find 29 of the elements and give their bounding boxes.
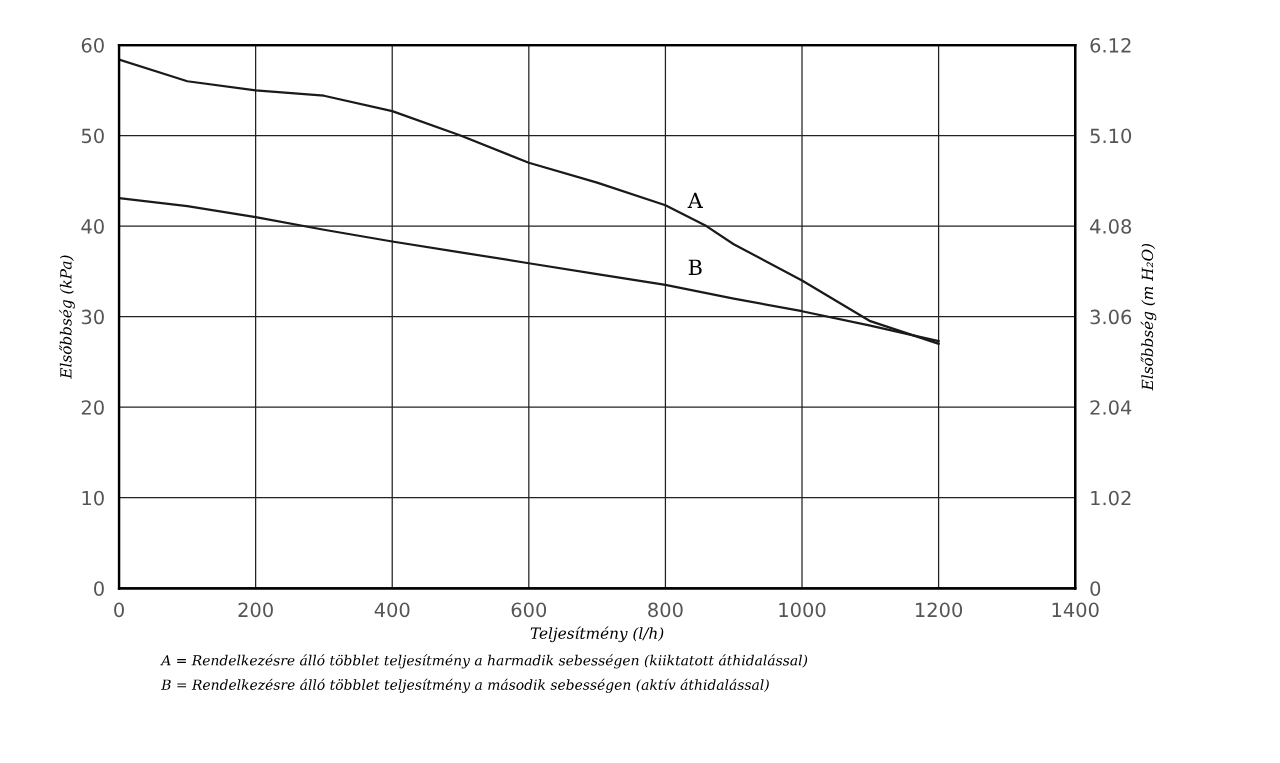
x-tick-label: 0 [114, 602, 124, 618]
y-tick-label: 10 [82, 490, 104, 506]
y2-tick-label: 1.02 [1091, 490, 1131, 506]
y-tick-label: 0 [94, 581, 104, 596]
text: B = Rendelkezésre álló többlet teljesítmény a második sebességen (aktív áthidalással) [161, 678, 769, 693]
x-tick-label: 800 [648, 602, 683, 618]
y2-tick-label: 3.06 [1090, 309, 1132, 325]
y-tick-label: 50 [81, 128, 104, 144]
y-tick-label: 30 [81, 309, 104, 325]
x-tick-label: 600 [511, 602, 547, 618]
x-tick-label: 1400 [1052, 602, 1099, 618]
y2-tick-label: 5.10 [1090, 128, 1132, 144]
y2-tick-label: 6.12 [1090, 37, 1131, 53]
x-tick-label: 200 [238, 602, 273, 618]
y-tick-label: 20 [81, 400, 104, 415]
y2-tick-label: 0 [1090, 581, 1101, 596]
y2-tick-label: 4.08 [1090, 219, 1132, 234]
y-axis-title: Elsőbbség (kPa) [59, 255, 75, 379]
x-tick-label: 1200 [916, 602, 963, 618]
y-tick-label: 40 [81, 219, 104, 234]
text: A = Rendelkezésre álló többlet teljesítmény a harmadik sebességen (kiiktatott áthidalással) [160, 654, 808, 669]
y2-tick-label: 2.04 [1090, 400, 1132, 415]
series-label: A [687, 192, 704, 208]
x-tick-label: 1000 [779, 602, 826, 618]
y-tick-label: 60 [81, 37, 104, 53]
y2-axis-title: Elsőbbség (m H₂O) [1140, 243, 1157, 391]
series-label: B [688, 259, 702, 275]
x-axis-title: Teljesítmény (l/h) [530, 626, 664, 643]
x-tick-label: 400 [374, 602, 410, 618]
